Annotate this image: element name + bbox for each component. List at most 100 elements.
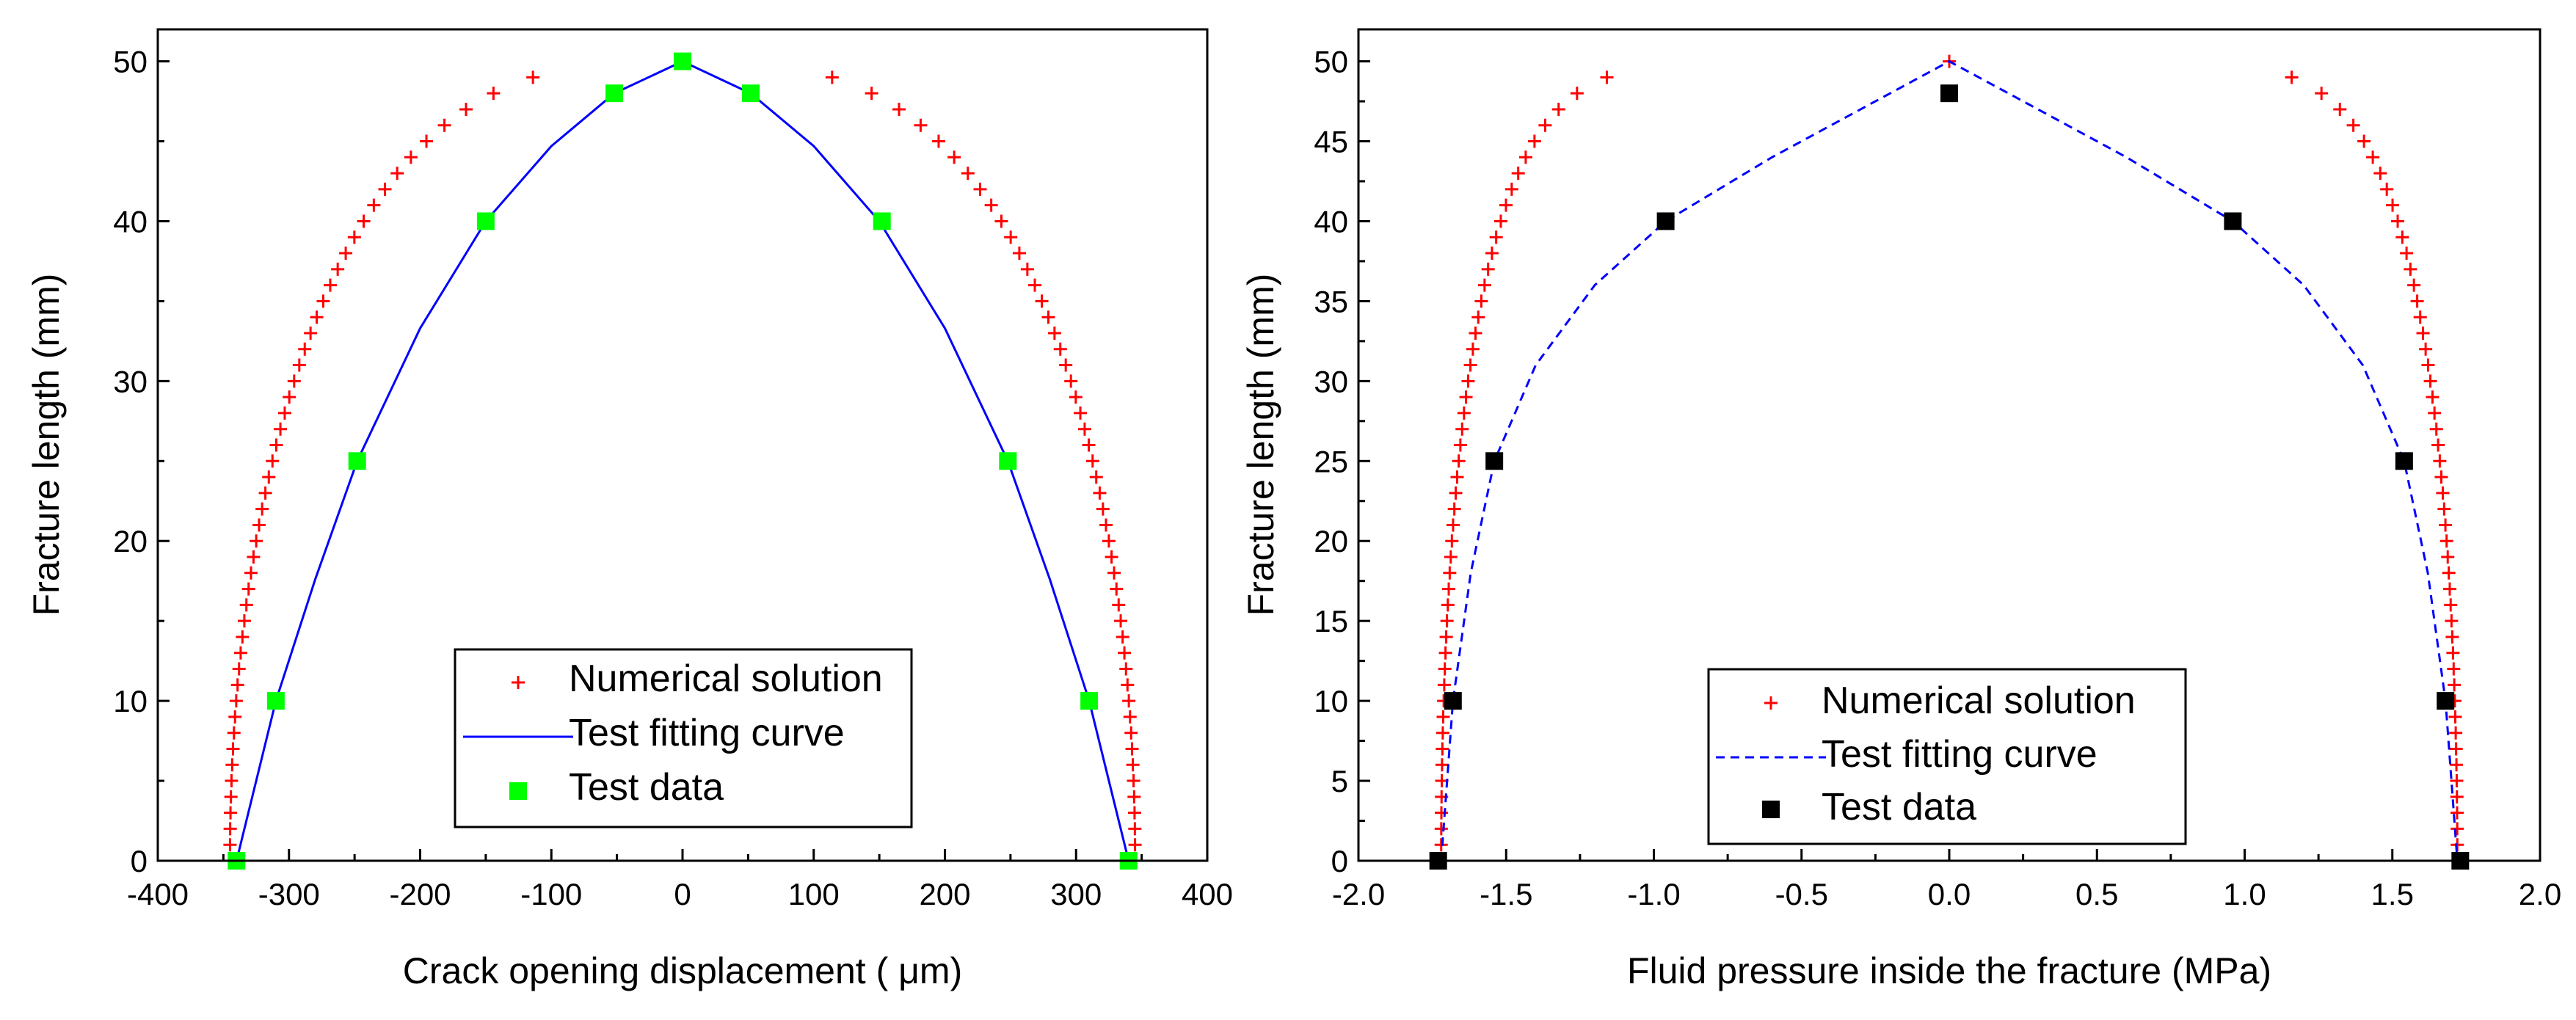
y-tick-label: 25: [1314, 444, 1348, 478]
numerical-point: [2366, 150, 2380, 164]
y-tick-label: 40: [1314, 204, 1348, 238]
y-tick-label: 50: [113, 45, 148, 79]
numerical-point: [1085, 454, 1099, 468]
numerical-point: [236, 630, 250, 644]
y-tick-label: 5: [1331, 764, 1348, 798]
numerical-point: [1435, 758, 1449, 772]
left-axis-ticks: [156, 60, 1209, 862]
numerical-point: [1445, 534, 1459, 548]
right-legend: Numerical solution Test fitting curve Te…: [1707, 668, 2187, 845]
numerical-point: [1505, 182, 1518, 196]
numerical-point: [2407, 278, 2421, 292]
numerical-point: [2434, 470, 2448, 484]
numerical-point: [228, 710, 242, 724]
numerical-point: [277, 406, 291, 420]
numerical-point: [2439, 518, 2453, 532]
numerical-point: [1436, 710, 1450, 724]
numerical-point: [1440, 614, 1454, 628]
numerical-point: [255, 502, 269, 516]
numerical-point: [287, 374, 301, 388]
numerical-point: [2450, 806, 2464, 820]
numerical-point: [1035, 294, 1049, 308]
numerical-point: [1434, 838, 1448, 852]
x-tick-label: 400: [1182, 877, 1233, 911]
numerical-point: [1459, 390, 1473, 404]
numerical-point: [1128, 822, 1142, 836]
numerical-point: [2429, 422, 2443, 436]
numerical-point: [2315, 87, 2329, 101]
test-data-point: [741, 84, 760, 103]
y-tick-label: 30: [1314, 364, 1348, 398]
numerical-point: [1127, 790, 1141, 804]
right-legend-label-fit: Test fitting curve: [1822, 733, 2097, 776]
x-tick-label: 100: [788, 877, 840, 911]
numerical-point: [1114, 614, 1128, 628]
numerical-point: [250, 534, 263, 548]
numerical-point: [247, 550, 261, 564]
test-data-point: [2224, 212, 2242, 230]
numerical-point: [225, 774, 239, 788]
numerical-point: [2451, 822, 2464, 836]
test-data-point: [266, 692, 285, 710]
right-tick-labels: 0 5 10 15 20 25 30 35 40 45 50 -2.0 -1.5 -1.0 -0.5 0.0 0…: [1314, 45, 2561, 911]
numerical-point: [1447, 502, 1461, 516]
right-legend-symbol-numerical: [1764, 696, 1778, 710]
numerical-point: [1127, 806, 1141, 820]
right-chart: 0 5 10 15 20 25 30 35 40 45 50 -2.0 -1.5 -1.0 -0.5 0.0 0…: [1240, 28, 2561, 991]
numerical-point: [2333, 102, 2347, 116]
left-y-axis-title: Fracture length (mm): [26, 274, 67, 616]
numerical-point: [2446, 646, 2460, 660]
x-tick-label: -0.5: [1775, 877, 1828, 911]
legend-plus-marker: [512, 676, 525, 689]
numerical-point: [2450, 758, 2464, 772]
numerical-point: [1089, 470, 1103, 484]
numerical-point: [1481, 262, 1495, 276]
y-tick-label: 20: [113, 524, 148, 558]
x-tick-label: -200: [389, 877, 451, 911]
numerical-point: [244, 566, 258, 580]
numerical-point: [1489, 230, 1503, 244]
y-tick-label: 0: [1331, 844, 1348, 878]
numerical-point: [2444, 598, 2458, 612]
numerical-point: [825, 70, 839, 84]
numerical-point: [262, 470, 276, 484]
numerical-point: [1444, 550, 1458, 564]
numerical-point: [2449, 726, 2463, 740]
numerical-point: [1074, 406, 1088, 420]
numerical-point: [1511, 167, 1525, 181]
right-x-axis-title: Fluid pressure inside the fracture (MPa): [1627, 950, 2271, 991]
numerical-point: [1457, 406, 1471, 420]
test-data-point: [348, 452, 366, 470]
numerical-point: [2428, 406, 2442, 420]
numerical-point: [2410, 294, 2424, 308]
numerical-point: [2449, 742, 2463, 756]
x-tick-label: -2.0: [1332, 877, 1385, 911]
numerical-point: [1047, 326, 1061, 340]
right-legend-label-numerical: Numerical solution: [1822, 680, 2136, 722]
left-plot-marks: [223, 52, 1142, 870]
numerical-point: [331, 262, 345, 276]
numerical-point: [1461, 374, 1475, 388]
y-tick-label: 10: [113, 684, 148, 718]
numerical-point: [357, 214, 371, 228]
numerical-point: [367, 198, 381, 212]
numerical-point: [237, 614, 251, 628]
right-legend-label-data: Test data: [1822, 786, 1976, 828]
numerical-point: [339, 247, 353, 261]
numerical-point: [230, 678, 244, 692]
right-legend-box: [1707, 668, 2187, 845]
numerical-point: [1069, 390, 1083, 404]
numerical-point: [310, 310, 324, 324]
numerical-point: [2431, 438, 2445, 452]
numerical-point: [2442, 582, 2456, 596]
numerical-point: [266, 454, 280, 468]
numerical-point: [1434, 822, 1448, 836]
numerical-point: [2450, 790, 2464, 804]
numerical-point: [2445, 630, 2459, 644]
numerical-point: [1110, 582, 1124, 596]
numerical-point: [2416, 326, 2430, 340]
numerical-point: [1493, 214, 1507, 228]
numerical-point: [2400, 247, 2414, 261]
numerical-point: [1441, 598, 1455, 612]
